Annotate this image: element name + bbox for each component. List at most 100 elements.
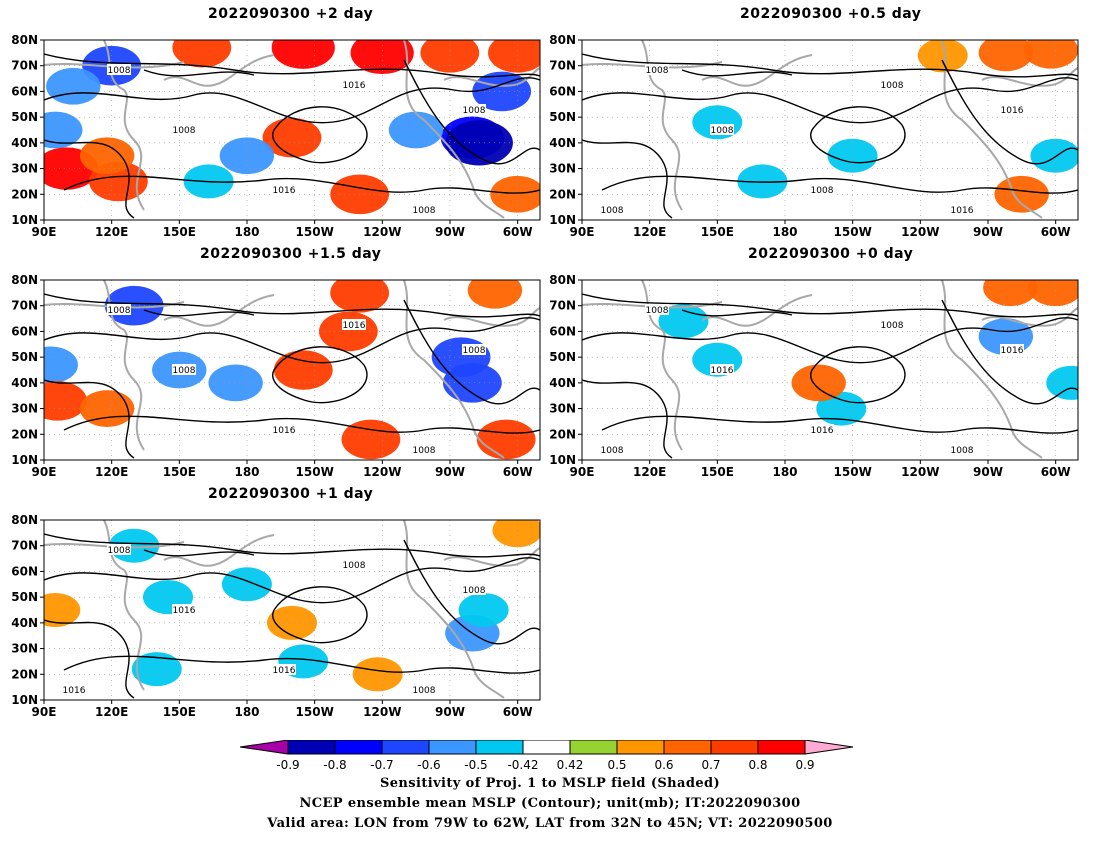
sensitivity-shade	[273, 350, 333, 390]
x-tick-label: 90E	[32, 465, 57, 479]
sensitivity-shade	[44, 111, 83, 149]
sensitivity-shade	[388, 111, 444, 149]
contour-label-bg	[710, 124, 734, 135]
mslp-contour	[941, 59, 1078, 165]
contour-label: 1008	[413, 686, 436, 696]
colorbar-segment	[757, 740, 806, 755]
mslp-contour	[63, 175, 540, 194]
colorbar-tick-label: 0.6	[654, 758, 673, 772]
x-tick-label: 150E	[701, 225, 734, 239]
sensitivity-shade	[1028, 280, 1078, 307]
colorbar-segment	[569, 740, 618, 755]
x-tick-label: 90W	[973, 225, 1003, 239]
sensitivity-shade	[467, 280, 523, 309]
contour-label: 1008	[811, 186, 834, 196]
y-tick-label: 70N	[11, 59, 38, 73]
contour-label-bg	[880, 79, 904, 90]
x-tick-label: 180	[234, 465, 259, 479]
y-tick-label: 40N	[549, 136, 576, 150]
map-panel-plus1.5: 1008 1008 1016 1016 1008 1008 10N 20N 30N 40N 50N 6…	[11, 273, 541, 479]
mslp-contour	[582, 379, 673, 459]
sensitivity-shade	[994, 175, 1049, 213]
contour-label-bg	[107, 304, 131, 315]
x-tick-label: 90E	[570, 465, 595, 479]
x-tick-label: 150E	[163, 225, 196, 239]
contour-label: 1008	[413, 446, 436, 456]
sensitivity-shade	[472, 71, 532, 112]
sensitivity-shade	[352, 657, 403, 692]
map-frame	[581, 279, 1079, 461]
y-tick-label: 10N	[549, 213, 576, 227]
contour-label-bg	[107, 544, 131, 555]
x-tick-label: 90W	[435, 225, 465, 239]
x-tick-label: 150W	[834, 225, 872, 239]
mslp-contour	[403, 299, 540, 405]
map-frame	[43, 39, 541, 221]
y-tick-label: 30N	[549, 162, 576, 176]
y-tick-label: 80N	[11, 273, 38, 287]
contour-label: 1008	[343, 561, 366, 571]
sensitivity-shade	[79, 390, 135, 427]
y-tick-label: 60N	[11, 324, 38, 338]
mslp-contour	[143, 69, 255, 77]
coastline	[163, 294, 275, 327]
caption-line-2: NCEP ensemble mean MSLP (Contour); unit(…	[299, 796, 801, 811]
y-tick-label: 10N	[11, 693, 38, 707]
map-content: 1008 1008 1016 1016 1008 1008	[44, 280, 540, 460]
map-panel-plus1: 1008 1016 1008 1016 1008 1008 1016 10N 20N 30N 40N…	[11, 513, 541, 719]
sensitivity-shade	[791, 364, 846, 402]
colorbar-segment	[616, 740, 665, 755]
colorbar-tick-label: -0.6	[417, 758, 440, 772]
x-tick-label: 120E	[633, 225, 666, 239]
sensitivity-shade	[44, 346, 78, 384]
coastline	[443, 547, 540, 567]
colorbar-arrow-left	[240, 740, 289, 755]
colorbar-arrow-right	[804, 740, 854, 755]
contour-label: 1008	[881, 321, 904, 331]
contour-label-bg	[412, 684, 436, 695]
contour-label: 1008	[173, 126, 196, 136]
contour-label: 1008	[711, 126, 734, 136]
sensitivity-shade	[978, 40, 1034, 72]
y-tick-label: 20N	[11, 667, 38, 681]
contour-label-bg	[710, 364, 734, 375]
contour-label: 1008	[646, 306, 669, 316]
contour-label-bg	[412, 444, 436, 455]
x-tick-label: 120W	[363, 225, 401, 239]
contour-label-bg	[600, 204, 624, 215]
y-tick-label: 20N	[11, 187, 38, 201]
y-tick-label: 80N	[11, 513, 38, 527]
contour-label-bg	[462, 104, 486, 115]
contour-label-bg	[880, 319, 904, 330]
contour-label-bg	[1000, 344, 1024, 355]
sensitivity-shade	[492, 520, 540, 548]
contour-label-bg	[645, 64, 669, 75]
contour-label: 1008	[951, 446, 974, 456]
x-tick-label: 120E	[95, 225, 128, 239]
contour-label-bg	[272, 424, 296, 435]
x-tick-label: 150W	[834, 465, 872, 479]
y-tick-label: 50N	[549, 110, 576, 124]
mslp-contour	[810, 106, 906, 164]
y-tick-label: 50N	[11, 350, 38, 364]
sensitivity-shade	[330, 280, 390, 313]
mslp-contour	[63, 415, 540, 434]
colorbar-tick-label: -0.5	[464, 758, 487, 772]
mslp-contour	[44, 317, 540, 364]
mslp-contour	[44, 533, 540, 558]
mslp-contour	[272, 106, 368, 164]
x-tick-label: 90W	[435, 705, 465, 719]
x-tick-label: 120E	[95, 465, 128, 479]
coastline	[403, 520, 505, 699]
colorbar-segment	[663, 740, 712, 755]
sensitivity-shade	[79, 137, 135, 175]
mslp-contour	[582, 317, 1078, 364]
contour-label-bg	[342, 79, 366, 90]
coastline	[403, 40, 505, 219]
contour-label: 1008	[463, 346, 486, 356]
colorbar-segment	[475, 740, 524, 755]
coastline	[981, 307, 1078, 327]
y-tick-label: 20N	[549, 427, 576, 441]
coastline	[941, 280, 1043, 459]
y-tick-label: 30N	[549, 402, 576, 416]
